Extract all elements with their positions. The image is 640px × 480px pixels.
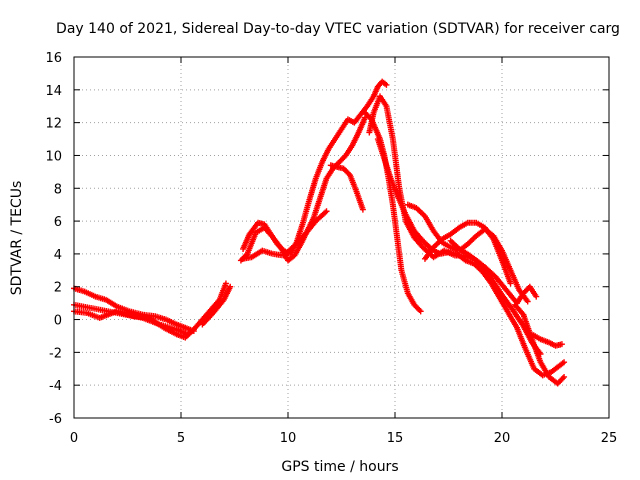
series-sat-track-m (421, 219, 514, 287)
y-tick-label: 4 (54, 248, 62, 263)
y-tick-label: 12 (45, 117, 62, 132)
data-point (359, 206, 366, 213)
data-point (227, 283, 234, 290)
y-axis-title: SDTVAR / TECUs (9, 181, 25, 296)
data-point (417, 308, 424, 315)
grid (74, 57, 609, 418)
x-tick-label: 25 (601, 431, 618, 446)
data-points (71, 78, 568, 387)
y-tick-label: -4 (49, 379, 62, 394)
x-tick-label: 20 (494, 431, 511, 446)
series-sat-track-p (528, 331, 565, 349)
series-sat-track-c (71, 301, 191, 338)
series-sat-track-h (327, 162, 366, 213)
data-point (184, 331, 191, 338)
y-tick-label: 10 (45, 149, 62, 164)
x-tick-label: 0 (70, 431, 78, 446)
data-point (533, 293, 540, 300)
y-tick-label: 6 (54, 215, 62, 230)
series-sat-track-n (447, 237, 544, 358)
data-point (561, 359, 568, 366)
data-point (524, 298, 531, 305)
plot-frame (73, 56, 610, 419)
x-tick-label: 10 (280, 431, 297, 446)
y-tick-label: -2 (49, 346, 62, 361)
data-point (190, 328, 197, 335)
y-tick-label: 16 (45, 51, 62, 66)
x-axis-title: GPS time / hours (281, 459, 398, 475)
y-tick-label: 14 (45, 84, 62, 99)
y-tick-label: 0 (54, 314, 62, 329)
series-sat-track-d (199, 283, 234, 328)
y-tick-label: 8 (54, 182, 62, 197)
chart-title: Day 140 of 2021, Sidereal Day-to-day VTE… (56, 21, 620, 37)
x-tick-label: 5 (177, 431, 185, 446)
y-tick-label: -6 (49, 412, 62, 427)
series-sat-track-g (240, 208, 330, 262)
data-point (507, 280, 514, 287)
data-point (561, 373, 568, 380)
data-point (222, 280, 229, 287)
axis-ticks: 0 5 10 15 20 25 -6 -4 -2 0 2 4 6 8 10 12 14 16 (45, 51, 617, 446)
series-sat-track-f (237, 114, 369, 264)
y-tick-label: 2 (54, 281, 62, 296)
data-point (558, 341, 565, 348)
x-tick-label: 15 (387, 431, 404, 446)
data-point (323, 208, 330, 215)
data-point (383, 81, 390, 88)
series-sat-track-o (511, 301, 568, 387)
